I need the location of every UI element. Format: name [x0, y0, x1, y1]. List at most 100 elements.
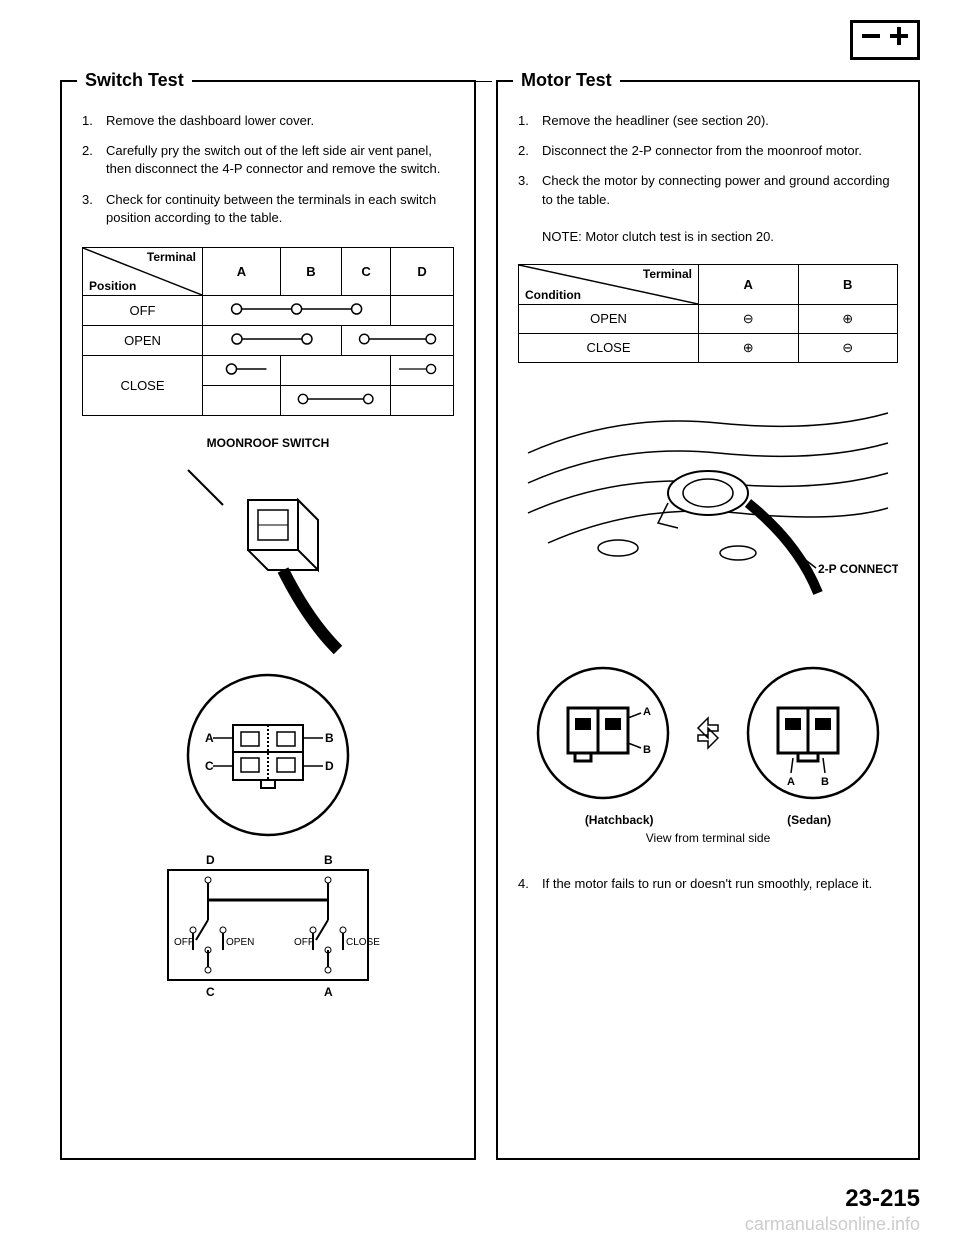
continuity-cell	[280, 385, 390, 415]
continuity-cell	[203, 295, 391, 325]
step-item: 1.Remove the headliner (see section 20).	[518, 112, 898, 130]
step-text: If the motor fails to run or doesn't run…	[542, 875, 898, 893]
table-cell: ⊕	[798, 304, 898, 333]
continuity-cell	[203, 355, 281, 385]
diag-bot-label: Position	[89, 279, 136, 293]
right-steps: 1.Remove the headliner (see section 20).…	[518, 112, 898, 209]
table-row: OPEN	[83, 325, 454, 355]
svg-text:B: B	[324, 853, 333, 867]
connector-views: A B A B	[518, 663, 898, 803]
page-number: 23-215	[845, 1185, 920, 1213]
connector-illustration: A B C D	[82, 670, 454, 840]
switch-schematic: D B C A OFF OPEN	[148, 850, 388, 1000]
note-text: NOTE: Motor clutch test is in section 20…	[542, 229, 898, 244]
step-item: 2.Carefully pry the switch out of the le…	[82, 142, 454, 178]
content-columns: Switch Test 1.Remove the dashboard lower…	[60, 80, 920, 1160]
svg-text:C: C	[205, 759, 214, 773]
step-text: Remove the headliner (see section 20).	[542, 112, 898, 130]
schematic-illustration: D B C A OFF OPEN	[82, 850, 454, 1000]
switch-illustration	[82, 460, 454, 660]
svg-text:OFF: OFF	[294, 937, 314, 948]
row-label: CLOSE	[519, 333, 699, 362]
switch-continuity-table: Terminal Position A B C D OFF OPEN	[82, 247, 454, 416]
svg-text:D: D	[325, 759, 334, 773]
conn-label-sedan: (Sedan)	[787, 813, 831, 827]
table-row: CLOSE ⊕ ⊖	[519, 333, 898, 362]
left-title: Switch Test	[77, 70, 192, 91]
table-row: CLOSE	[83, 355, 454, 385]
svg-text:A: A	[324, 985, 333, 999]
diag-top-label: Terminal	[643, 267, 692, 281]
svg-text:B: B	[643, 744, 651, 756]
step-item: 4.If the motor fails to run or doesn't r…	[518, 875, 898, 893]
continuity-cell	[391, 385, 454, 415]
continuity-cell	[341, 325, 453, 355]
table-diag-header: Terminal Condition	[519, 264, 699, 304]
table-cell: ⊖	[798, 333, 898, 362]
svg-text:C: C	[206, 985, 215, 999]
col-header: A	[699, 264, 799, 304]
svg-text:B: B	[325, 731, 334, 745]
step-text: Remove the dashboard lower cover.	[106, 112, 454, 130]
swap-arrow-icon	[693, 663, 723, 803]
svg-text:A: A	[205, 731, 214, 745]
page: Switch Test 1.Remove the dashboard lower…	[0, 0, 960, 1243]
step-num: 1.	[82, 112, 106, 130]
continuity-cell	[391, 355, 454, 385]
continuity-cell	[203, 325, 342, 355]
step-item: 1.Remove the dashboard lower cover.	[82, 112, 454, 130]
row-label: OPEN	[83, 325, 203, 355]
diag-bot-label: Condition	[525, 288, 581, 302]
motor-polarity-table: Terminal Condition A B OPEN ⊖ ⊕ CLOSE ⊕ …	[518, 264, 898, 363]
left-steps: 1.Remove the dashboard lower cover. 2.Ca…	[82, 112, 454, 227]
table-diag-header: Terminal Position	[83, 247, 203, 295]
right-steps-cont: 4.If the motor fails to run or doesn't r…	[518, 875, 898, 893]
diag-top-label: Terminal	[147, 250, 196, 264]
col-header: D	[391, 247, 454, 295]
motor-illustration: 2-P CONNECTOR	[518, 393, 898, 653]
right-panel: Motor Test 1.Remove the headliner (see s…	[496, 80, 920, 1160]
step-text: Carefully pry the switch out of the left…	[106, 142, 454, 178]
continuity-cell	[280, 355, 390, 385]
col-header: A	[203, 247, 281, 295]
step-text: Check for continuity between the termina…	[106, 191, 454, 227]
connector-type-labels: (Hatchback) (Sedan)	[518, 813, 898, 827]
left-panel: Switch Test 1.Remove the dashboard lower…	[60, 80, 476, 1160]
svg-text:OFF: OFF	[174, 937, 194, 948]
svg-text:B: B	[821, 776, 829, 788]
right-title: Motor Test	[513, 70, 620, 91]
switch-drawing	[168, 460, 368, 660]
step-num: 2.	[518, 142, 542, 160]
watermark-text: carmanualsonline.info	[745, 1214, 920, 1235]
step-item: 3.Check for continuity between the termi…	[82, 191, 454, 227]
step-num: 3.	[518, 172, 542, 208]
connector-4p-drawing: A B C D	[183, 670, 353, 840]
table-row: OFF	[83, 295, 454, 325]
step-text: Disconnect the 2-P connector from the mo…	[542, 142, 898, 160]
svg-text:CLOSE: CLOSE	[346, 937, 380, 948]
view-caption: View from terminal side	[518, 831, 898, 845]
svg-text:2-P CONNECTOR: 2-P CONNECTOR	[818, 562, 898, 576]
connector-hatchback: A B	[533, 663, 673, 803]
table-cell: ⊖	[699, 304, 799, 333]
continuity-cell	[391, 295, 454, 325]
row-label: CLOSE	[83, 355, 203, 415]
continuity-cell	[203, 385, 281, 415]
connector-sedan: A B	[743, 663, 883, 803]
col-header: C	[341, 247, 390, 295]
step-num: 3.	[82, 191, 106, 227]
row-label: OFF	[83, 295, 203, 325]
step-num: 4.	[518, 875, 542, 893]
step-num: 1.	[518, 112, 542, 130]
step-item: 3.Check the motor by connecting power an…	[518, 172, 898, 208]
svg-text:A: A	[643, 706, 651, 718]
col-header: B	[798, 264, 898, 304]
battery-icon	[850, 20, 920, 60]
table-row: OPEN ⊖ ⊕	[519, 304, 898, 333]
motor-drawing: 2-P CONNECTOR	[518, 393, 898, 653]
svg-text:OPEN: OPEN	[226, 937, 254, 948]
step-text: Check the motor by connecting power and …	[542, 172, 898, 208]
moonroof-switch-label: MOONROOF SWITCH	[82, 436, 454, 450]
step-num: 2.	[82, 142, 106, 178]
conn-label-hatchback: (Hatchback)	[585, 813, 654, 827]
